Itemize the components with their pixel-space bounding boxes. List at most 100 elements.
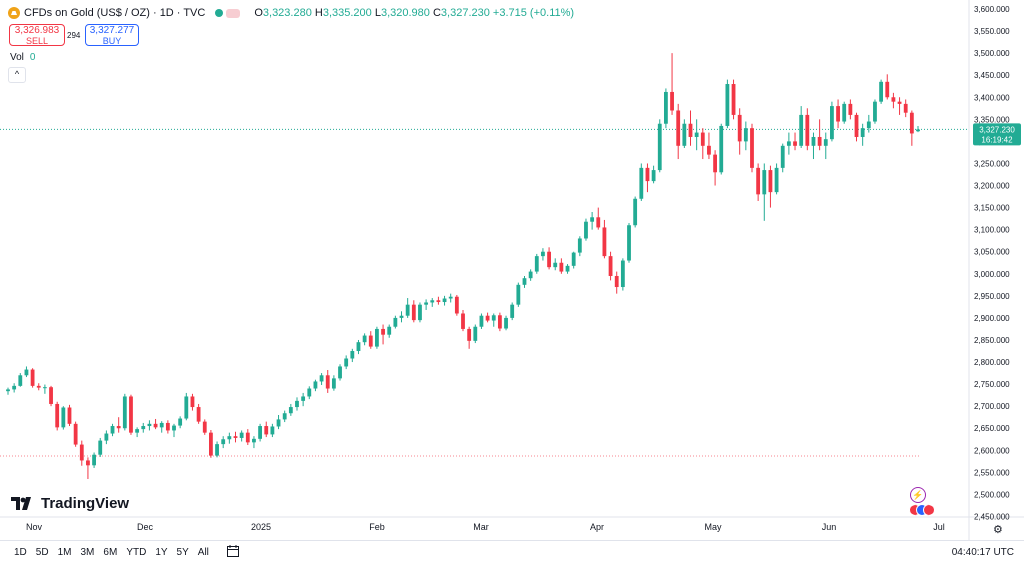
candle	[467, 326, 472, 349]
time-tick-label: Feb	[369, 522, 385, 532]
candle	[891, 92, 896, 109]
candle	[682, 119, 687, 149]
candle	[799, 106, 804, 149]
buy-button[interactable]: 3,327.277 BUY	[85, 24, 139, 46]
candle	[713, 150, 718, 186]
candle	[454, 294, 459, 316]
candle	[104, 430, 109, 445]
candle	[98, 437, 103, 457]
price-tick-label: 3,500.000	[974, 49, 1010, 58]
price-tick-label: 2,550.000	[974, 468, 1010, 477]
candle	[700, 128, 705, 160]
buy-price: 3,327.277	[89, 25, 135, 36]
candle	[6, 387, 10, 395]
price-tick-label: 3,150.000	[974, 204, 1010, 213]
timeframe-button-5d[interactable]: 5D	[35, 547, 49, 558]
data-status-badge	[226, 8, 241, 18]
candle	[602, 219, 607, 259]
candle	[239, 430, 244, 442]
time-tick-label: Jul	[933, 522, 945, 532]
collapse-chevron-icon[interactable]: ^	[8, 67, 26, 83]
candle	[313, 379, 318, 392]
candle	[86, 457, 90, 479]
candle	[430, 298, 435, 307]
candle	[208, 430, 213, 458]
candle	[860, 123, 865, 146]
candle	[491, 313, 496, 327]
gold-symbol-icon	[8, 7, 20, 19]
candle	[879, 79, 884, 104]
utc-clock[interactable]: 04:40:17 UTC	[951, 547, 1014, 558]
candle	[553, 258, 558, 271]
symbol-legend[interactable]: CFDs on Gold (US$ / OZ) · 1D · TVC O3,32…	[8, 4, 574, 22]
candle	[381, 324, 385, 345]
sell-price: 3,326.983	[14, 25, 60, 36]
candle	[368, 331, 373, 349]
tradingview-logo-icon	[11, 497, 31, 510]
candle	[215, 441, 219, 458]
candle	[301, 392, 306, 407]
candle	[473, 324, 478, 344]
spread-value: 294	[67, 31, 81, 40]
candle	[842, 101, 847, 124]
candle	[350, 348, 355, 363]
time-tick-label: Nov	[26, 522, 43, 532]
price-tick-label: 2,650.000	[974, 424, 1010, 433]
candle	[848, 99, 853, 120]
volume-legend[interactable]: Vol 0	[10, 52, 35, 63]
timeframe-button-5y[interactable]: 5Y	[176, 547, 189, 558]
candle	[196, 403, 201, 424]
candle	[534, 253, 539, 274]
candle	[516, 282, 521, 307]
candle	[418, 302, 422, 323]
candle	[737, 108, 742, 155]
lightning-icon[interactable]: ⚡	[910, 487, 926, 503]
market-open-dot	[215, 9, 224, 17]
price-tick-label: 3,600.000	[974, 5, 1010, 14]
tradingview-logo[interactable]: TradingView	[11, 495, 129, 512]
time-tick-label: Dec	[137, 522, 154, 532]
candle	[885, 74, 890, 100]
candle	[165, 420, 170, 434]
timeframe-button-ytd[interactable]: YTD	[126, 547, 147, 558]
brand-name: TradingView	[41, 495, 130, 512]
candle	[49, 385, 53, 407]
candle	[768, 165, 773, 208]
candle	[688, 110, 693, 146]
candle	[497, 312, 502, 332]
price-tick-label: 3,050.000	[974, 248, 1010, 257]
candle	[793, 132, 797, 151]
candle	[584, 218, 588, 241]
candle	[903, 99, 908, 118]
candle	[221, 436, 226, 449]
candle	[743, 121, 748, 151]
candle	[24, 366, 29, 378]
volume-label: Vol	[10, 52, 24, 63]
candle	[436, 296, 441, 305]
candle	[129, 394, 133, 435]
sell-button[interactable]: 3,326.983 SELL	[9, 24, 65, 46]
candle	[147, 420, 152, 431]
candle	[411, 300, 416, 323]
candle	[657, 119, 662, 173]
gear-icon[interactable]: ⚙	[993, 524, 1003, 536]
candle	[258, 423, 263, 442]
calendar-range-icon[interactable]	[226, 545, 240, 560]
volume-value: 0	[29, 52, 36, 63]
candle	[645, 163, 650, 193]
market-status-indicator[interactable]	[215, 8, 241, 18]
timeframe-button-6m[interactable]: 6M	[103, 547, 118, 558]
price-tick-label: 3,100.000	[974, 226, 1010, 235]
time-tick-label: 2025	[251, 522, 271, 532]
timeframe-button-1d[interactable]: 1D	[14, 547, 27, 558]
candle	[528, 269, 533, 281]
symbol-title[interactable]: CFDs on Gold (US$ / OZ) · 1D · TVC	[24, 7, 206, 19]
price-tick-label: 3,250.000	[974, 159, 1010, 168]
timeframe-button-3m[interactable]: 3M	[80, 547, 95, 558]
timeframe-button-all[interactable]: All	[197, 547, 209, 558]
us-flag-icon[interactable]	[909, 504, 935, 516]
timeframe-button-1y[interactable]: 1Y	[155, 547, 168, 558]
timeframe-button-1m[interactable]: 1M	[57, 547, 72, 558]
